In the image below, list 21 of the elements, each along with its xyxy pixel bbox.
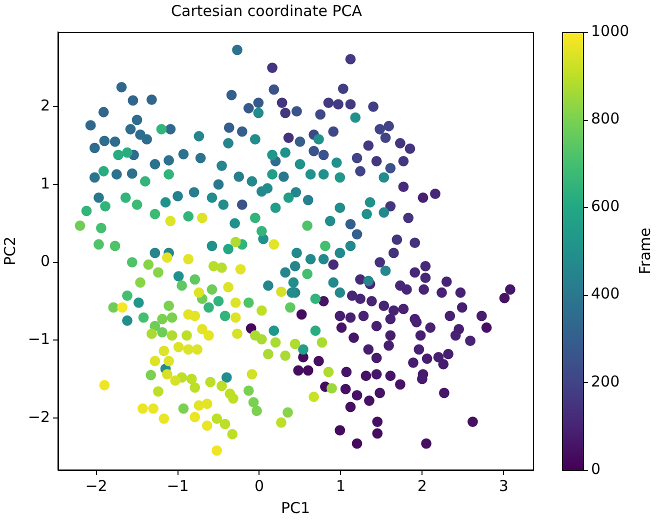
y-tick-label: 0 xyxy=(40,252,50,270)
color-bar-label: 600 xyxy=(591,197,620,216)
x-tick-label: 2 xyxy=(417,476,427,495)
y-tick-label: 1 xyxy=(40,174,50,192)
x-tick-label: −2 xyxy=(85,476,108,495)
x-tick-label: −1 xyxy=(166,476,189,495)
y-tick-label: −1 xyxy=(28,330,50,348)
color-bar-title: Frame xyxy=(636,228,654,274)
color-bar-label: 200 xyxy=(591,372,620,390)
y-axis-title: PC2 xyxy=(0,236,19,266)
x-tick-label: 3 xyxy=(498,476,508,495)
color-bar-label: 1000 xyxy=(591,22,630,40)
color-bar-label: 800 xyxy=(591,109,620,128)
x-axis-title: PC1 xyxy=(280,498,310,517)
x-tick-label: 0 xyxy=(254,476,264,495)
x-tick-label: 1 xyxy=(336,476,346,495)
y-tick-label: −2 xyxy=(28,408,50,426)
color-bar-label: 400 xyxy=(591,284,620,303)
y-tick-label: 2 xyxy=(40,96,50,115)
chart-title: Cartesian coordinate PCA xyxy=(171,2,363,20)
color-bar-label: 0 xyxy=(591,460,601,478)
